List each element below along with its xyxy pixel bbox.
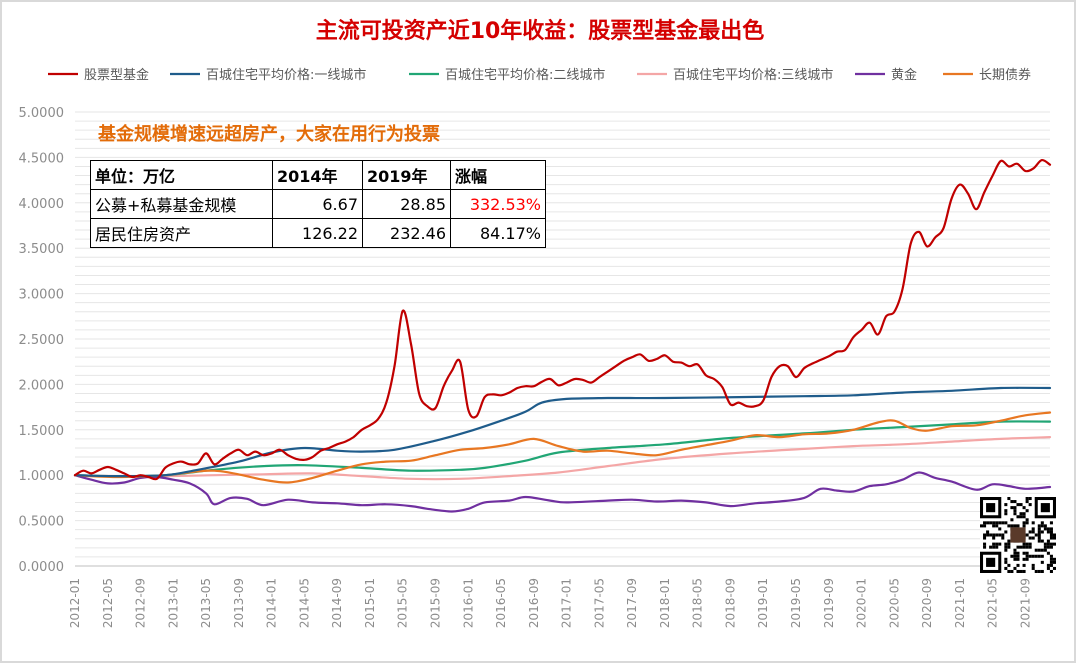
table-header-cell: 单位：万亿 [90, 160, 273, 190]
x-tick-label: 2019-05 [789, 578, 803, 628]
y-tick-label: 0.0000 [19, 560, 65, 575]
y-tick-label: 1.0000 [19, 469, 65, 484]
legend-label: 长期债券 [979, 67, 1031, 83]
y-tick-label: 2.5000 [19, 333, 65, 348]
x-tick-label: 2012-01 [68, 578, 82, 628]
x-tick-label: 2013-01 [166, 578, 180, 628]
x-tick-label: 2018-01 [658, 578, 672, 628]
chart-title: 主流可投资产近10年收益：股票型基金最出色 [316, 18, 765, 44]
table-cell: 居民住房资产 [90, 218, 273, 248]
x-tick-label: 2016-01 [461, 578, 475, 628]
x-tick-label: 2015-05 [396, 578, 410, 628]
y-tick-label: 1.5000 [19, 424, 65, 439]
x-tick-label: 2018-05 [691, 578, 705, 628]
series-line [73, 420, 1052, 478]
legend-label: 百城住宅平均价格:一线城市 [206, 67, 366, 83]
series-line [73, 158, 1052, 481]
qr-code-icon [980, 497, 1056, 573]
table-row: 公募+私募基金规模 6.67 28.85 332.53% [90, 189, 546, 219]
x-tick-label: 2012-09 [134, 578, 148, 628]
x-tick-label: 2014-01 [265, 578, 279, 628]
table-cell: 126.22 [272, 218, 363, 248]
y-tick-label: 3.5000 [19, 242, 65, 257]
table-header-cell: 2019年 [362, 160, 451, 190]
x-tick-label: 2016-09 [527, 578, 541, 628]
legend-label: 百城住宅平均价格:三线城市 [673, 67, 833, 83]
series-line [73, 471, 1052, 513]
y-tick-label: 4.0000 [19, 197, 65, 212]
table-cell: 公募+私募基金规模 [90, 189, 273, 219]
table-cell: 6.67 [272, 189, 363, 219]
legend-label: 百城住宅平均价格:二线城市 [445, 67, 605, 83]
y-tick-label: 0.5000 [19, 515, 65, 530]
x-tick-label: 2017-01 [560, 578, 574, 628]
x-tick-label: 2017-05 [592, 578, 606, 628]
x-axis-ticks: 2012-01 2012-05 2012-09 2013-01 2013-05 2013-… [68, 578, 1032, 628]
x-tick-label: 2021-05 [986, 578, 1000, 628]
y-tick-label: 3.0000 [19, 288, 65, 303]
series-line [73, 436, 1052, 481]
table-cell: 232.46 [362, 218, 451, 248]
legend-label: 股票型基金 [84, 67, 149, 83]
x-tick-label: 2018-09 [723, 578, 737, 628]
x-tick-label: 2019-09 [822, 578, 836, 628]
x-tick-label: 2021-09 [1018, 578, 1032, 628]
x-tick-label: 2020-09 [920, 578, 934, 628]
legend-label: 黄金 [891, 67, 917, 83]
x-tick-label: 2020-05 [887, 578, 901, 628]
x-tick-label: 2016-05 [494, 578, 508, 628]
table-header-cell: 涨幅 [450, 160, 546, 190]
x-tick-label: 2020-01 [855, 578, 869, 628]
table-cell: 84.17% [450, 218, 546, 248]
chart-annotation: 基金规模增速远超房产，大家在用行为投票 [97, 123, 440, 145]
x-tick-label: 2014-09 [330, 578, 344, 628]
x-tick-label: 2017-09 [625, 578, 639, 628]
y-axis-ticks: 0.0000 0.5000 1.0000 1.5000 2.0000 2.5000 3.00… [19, 106, 65, 575]
x-tick-label: 2012-05 [101, 578, 115, 628]
y-tick-label: 4.5000 [19, 151, 65, 166]
series-line [73, 386, 1052, 478]
info-table: 单位：万亿 2014年 2019年 涨幅 公募+私募基金规模 6.67 28.8… [90, 160, 546, 248]
y-tick-label: 5.0000 [19, 106, 65, 121]
legend: 股票型基金 百城住宅平均价格:一线城市 百城住宅平均价格:二线城市 百城住宅平均价格:… [48, 67, 1031, 83]
table-cell-highlight: 332.53% [450, 189, 546, 219]
table-row: 居民住房资产 126.22 232.46 84.17% [90, 218, 546, 248]
y-tick-label: 2.0000 [19, 378, 65, 393]
table-header-row: 单位：万亿 2014年 2019年 涨幅 [90, 160, 546, 190]
table-cell: 28.85 [362, 189, 451, 219]
table-header-cell: 2014年 [272, 160, 363, 190]
series-line [73, 411, 1052, 484]
x-tick-label: 2015-01 [363, 578, 377, 628]
x-tick-label: 2019-01 [756, 578, 770, 628]
x-tick-label: 2015-09 [429, 578, 443, 628]
x-tick-label: 2013-05 [199, 578, 213, 628]
x-tick-label: 2013-09 [232, 578, 246, 628]
series-lines [73, 158, 1052, 513]
x-tick-label: 2014-05 [297, 578, 311, 628]
x-tick-label: 2021-01 [953, 578, 967, 628]
